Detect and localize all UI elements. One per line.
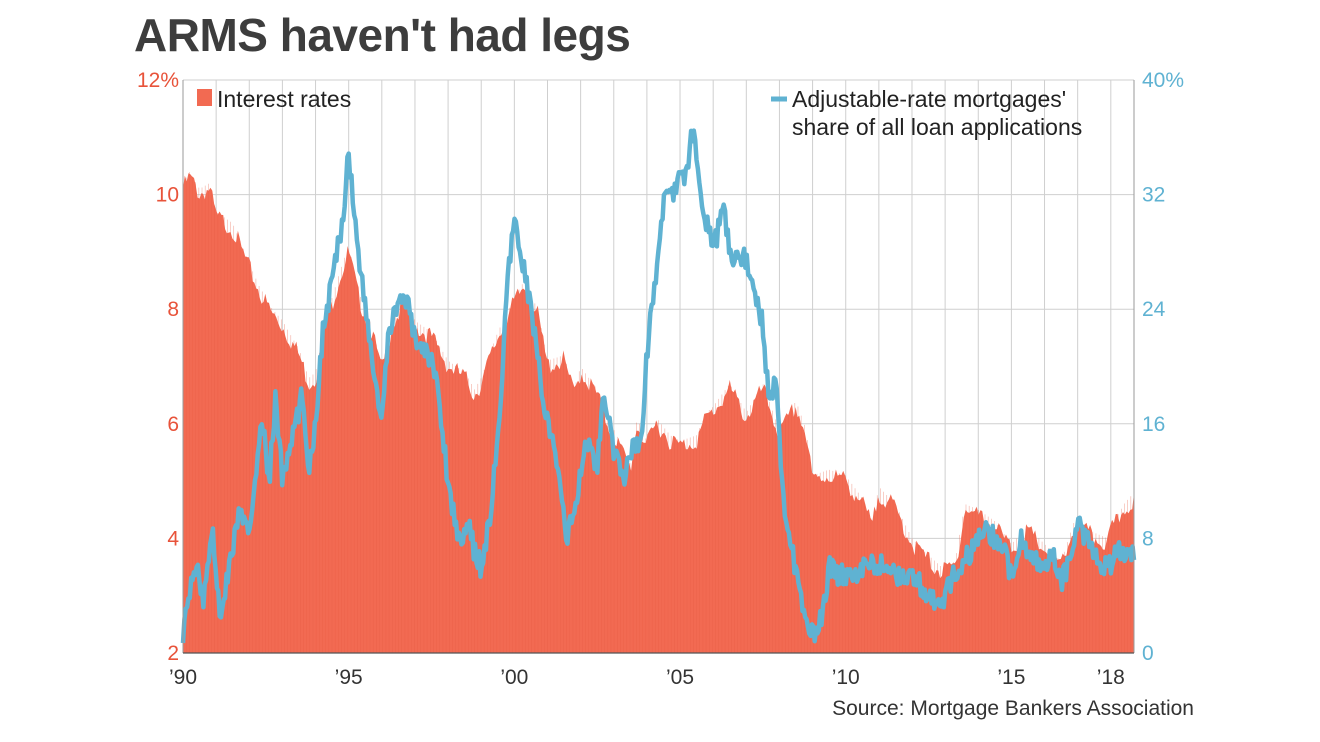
arm-share-series (180, 128, 1137, 644)
left-tick-label: 6 (167, 413, 179, 436)
left-tick-label: 4 (167, 527, 179, 550)
x-tick-label: ’00 (500, 666, 528, 689)
left-tick-label: 10 (156, 184, 179, 207)
left-tick-label: 8 (167, 298, 179, 321)
right-tick-label: 24 (1142, 298, 1166, 321)
legend: Interest rates Adjustable-rate mortgages'… (197, 86, 1082, 140)
left-tick-label: 2 (167, 642, 179, 665)
right-tick-label: 16 (1142, 413, 1165, 436)
legend-arm-label-line2: share of all loan applications (792, 114, 1082, 140)
axes: 12% 10 8 6 4 2 40% 32 24 16 8 0 ’90 ’95 ’00 ’05 ’10 ’15 ’1… (137, 69, 1184, 689)
x-tick-label: ’10 (832, 666, 860, 689)
source-note: Source: Mortgage Bankers Association (832, 697, 1194, 720)
right-tick-label: 40% (1142, 69, 1184, 92)
arm-share-line (180, 128, 1137, 644)
right-tick-label: 0 (1142, 642, 1154, 665)
left-tick-label: 12% (137, 69, 179, 92)
x-tick-label: ’95 (335, 666, 363, 689)
chart-title: ARMS haven't had legs (134, 9, 631, 61)
legend-rates-label: Interest rates (217, 86, 351, 112)
x-tick-label: ’18 (1097, 666, 1125, 689)
right-tick-label: 32 (1142, 184, 1165, 207)
x-tick-label: ’90 (169, 666, 197, 689)
legend-arm-label-line1: Adjustable-rate mortgages' (792, 86, 1066, 112)
x-tick-label: ’15 (997, 666, 1025, 689)
legend-rates-marker (197, 89, 212, 106)
right-tick-label: 8 (1142, 527, 1154, 550)
x-tick-label: ’05 (666, 666, 694, 689)
